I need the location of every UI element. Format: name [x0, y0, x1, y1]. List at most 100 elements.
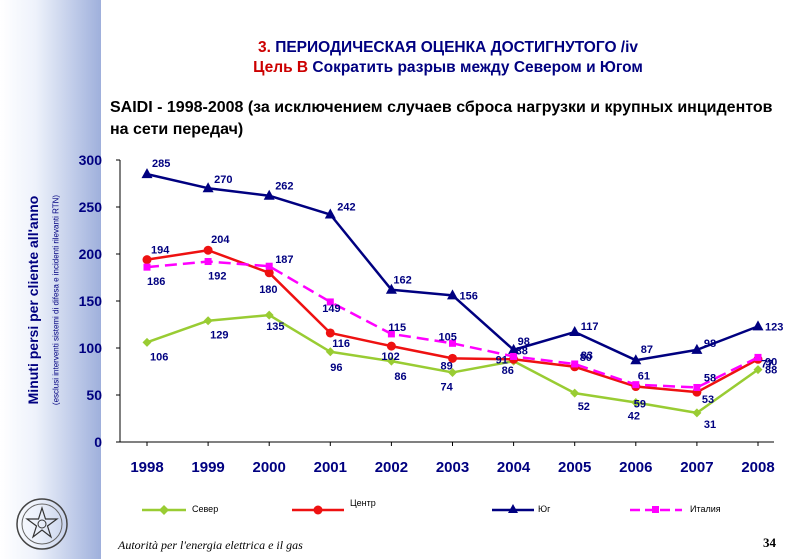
data-point-north — [570, 388, 580, 398]
data-label-italy: 58 — [704, 372, 716, 384]
data-label-north: 129 — [210, 330, 228, 342]
data-point-italy — [754, 353, 762, 361]
data-point-center — [386, 341, 396, 351]
data-point-north — [753, 365, 763, 375]
data-label-north: 77 — [761, 359, 773, 371]
legend-item-north: Север — [140, 498, 240, 522]
data-point-italy — [204, 258, 212, 266]
y-tick-label: 300 — [79, 152, 103, 168]
data-label-north: 86 — [502, 365, 514, 377]
x-tick-label: 2008 — [741, 459, 774, 476]
data-point-north — [692, 408, 702, 418]
data-label-north: 86 — [394, 371, 406, 383]
x-tick-label: 2004 — [497, 459, 531, 476]
data-label-south: 123 — [765, 321, 783, 333]
data-label-center: 102 — [381, 351, 399, 363]
y-tick-label: 0 — [94, 434, 102, 450]
footer-text: Autorità per l'energia elettrica e il ga… — [118, 538, 303, 552]
y-tick-label: 150 — [79, 293, 103, 309]
data-label-center: 180 — [259, 284, 277, 296]
data-label-italy: 83 — [581, 350, 593, 362]
legend-swatch-center — [292, 505, 344, 515]
data-label-italy: 105 — [439, 331, 457, 343]
data-point-italy — [449, 339, 456, 347]
chart-title: SAIDI - 1998-2008 (за исключением случае… — [110, 99, 773, 138]
data-point-south — [141, 168, 153, 179]
data-label-north: 52 — [578, 401, 590, 413]
data-point-center — [203, 245, 213, 255]
legend-item-italy: Италия — [628, 498, 738, 522]
data-point-north — [448, 367, 457, 377]
x-tick-label: 2000 — [253, 459, 286, 476]
emblem-icon — [16, 498, 68, 550]
axes-layer: 0 50 100 150 200 250 300 1998 1999 2000 2001 2002 20… — [79, 152, 775, 476]
legend-swatch-south — [492, 504, 534, 513]
data-label-south: 262 — [275, 181, 293, 193]
y-tick-label: 250 — [79, 199, 103, 215]
slide-heading: 3. ПЕРИОДИЧЕСКАЯ ОЦЕНКА ДОСТИГНУТОГО /iv — [110, 38, 786, 58]
data-label-center: 80 — [580, 352, 592, 364]
x-tick-label: 2005 — [558, 459, 591, 476]
x-tick-label: 2006 — [619, 459, 652, 476]
x-tick-label: 2007 — [680, 459, 713, 476]
data-label-center: 59 — [634, 399, 646, 411]
x-tick-label: 2001 — [314, 459, 347, 476]
labels-layer: 106 129 135 96 86 74 86 52 42 31 77 194 204 180 116 102… — [147, 158, 783, 431]
data-label-south: 98 — [518, 336, 530, 348]
data-label-south: 162 — [393, 275, 411, 287]
legend-label-north: Север — [192, 504, 219, 514]
data-point-north — [264, 310, 274, 320]
data-label-italy: 186 — [147, 276, 165, 288]
data-point-italy — [632, 381, 640, 389]
data-point-south — [569, 326, 581, 337]
y-tick-label: 200 — [79, 246, 103, 262]
data-point-north — [203, 316, 213, 326]
data-label-italy: 192 — [208, 271, 226, 283]
data-point-italy — [387, 330, 395, 338]
data-label-italy: 115 — [388, 322, 406, 334]
data-label-italy: 61 — [638, 371, 650, 383]
legend-label-south: Юг — [538, 504, 551, 514]
data-point-italy — [143, 263, 151, 271]
data-label-south: 117 — [581, 321, 599, 333]
legend-label-center: Центр — [350, 498, 376, 508]
data-label-south: 242 — [337, 202, 355, 214]
data-point-italy — [510, 352, 518, 360]
goal-prefix: Цель B — [253, 59, 309, 76]
data-point-center — [325, 328, 335, 338]
data-label-south: 98 — [704, 338, 716, 350]
x-tick-label: 2002 — [375, 459, 408, 476]
data-label-center: 53 — [702, 394, 714, 406]
legend-swatch-italy — [630, 506, 682, 513]
data-point-center — [142, 255, 152, 265]
data-label-north: 135 — [266, 321, 284, 333]
data-point-north — [142, 337, 152, 347]
data-label-south: 270 — [214, 174, 232, 186]
legend-item-center: Центр — [290, 498, 400, 522]
data-label-north: 31 — [704, 419, 716, 431]
data-point-north — [325, 347, 335, 357]
data-point-south — [324, 208, 336, 219]
data-label-italy: 90 — [765, 356, 777, 368]
legend-item-south: Юг — [490, 498, 590, 522]
data-point-south — [202, 182, 214, 193]
y-tick-label: 50 — [86, 387, 102, 403]
x-tick-label: 2003 — [436, 459, 469, 476]
data-label-center: 88 — [765, 364, 777, 376]
data-label-north: 106 — [150, 351, 168, 363]
data-point-italy — [693, 383, 701, 391]
x-tick-label: 1998 — [130, 459, 163, 476]
x-tick-label: 1999 — [191, 459, 224, 476]
legend-swatch-north — [142, 505, 186, 515]
slide-goal: Цель B Сократить разрыв между Севером и … — [110, 58, 786, 78]
data-point-south — [691, 343, 703, 354]
series-layer — [141, 168, 764, 418]
data-label-north: 96 — [330, 362, 342, 374]
data-label-italy: 91 — [496, 354, 508, 366]
data-point-italy — [326, 298, 334, 306]
data-label-south: 156 — [460, 290, 478, 302]
data-point-north — [631, 398, 641, 408]
y-tick-label: 100 — [79, 340, 103, 356]
data-point-italy — [265, 262, 273, 270]
